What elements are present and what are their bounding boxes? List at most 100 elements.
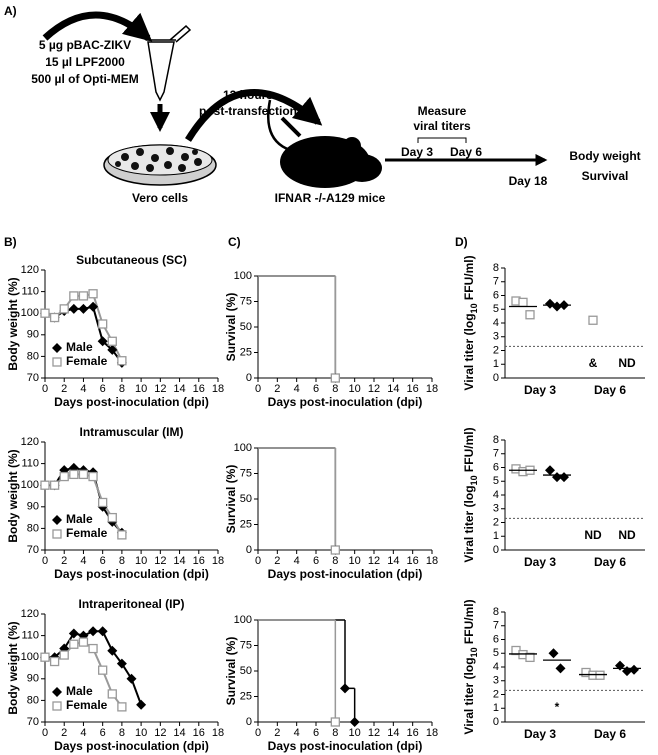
point	[117, 356, 127, 366]
x-tick-label: 12	[154, 555, 166, 567]
legend-label: Female	[66, 698, 108, 712]
y-tick-label: 4	[493, 317, 499, 329]
x-tick-label: 6	[313, 555, 319, 567]
x-axis-label: Days post-inoculation (dpi)	[54, 395, 209, 409]
point	[117, 702, 127, 712]
x-tick-label: 2	[61, 727, 67, 739]
x-tick-label: 14	[387, 555, 399, 567]
point	[78, 469, 89, 480]
x-tick-label: 0	[42, 555, 48, 567]
x-tick-label: 0	[255, 555, 261, 567]
x-tick-label: 2	[61, 555, 67, 567]
point	[107, 336, 117, 346]
point	[330, 717, 340, 727]
x-tick-label: 8	[119, 383, 125, 395]
y-tick-label: 100	[234, 442, 252, 454]
tube	[147, 41, 175, 102]
panel-label: C)	[228, 235, 241, 249]
y-tick-label: 5	[493, 475, 499, 487]
y-tick-label: 70	[27, 716, 39, 728]
y-tick-label: 5	[493, 647, 499, 659]
legend-label: Male	[66, 684, 93, 698]
y-tick-label: 110	[21, 630, 39, 642]
point	[49, 480, 60, 490]
y-tick-label: 80	[27, 522, 39, 534]
x-axis-label: Days post-inoculation (dpi)	[268, 739, 423, 753]
x-axis-label: Days post-inoculation (dpi)	[54, 567, 209, 581]
annotation: ND	[618, 528, 636, 542]
x-tick-label: 2	[274, 383, 280, 395]
x-tick-label: 10	[349, 727, 361, 739]
x-tick-label: 16	[193, 727, 205, 739]
x-tick-label: 2	[61, 383, 67, 395]
chart-title: Subcutaneous (SC)	[76, 253, 187, 267]
y-tick-label: 90	[27, 329, 39, 341]
point	[107, 512, 117, 523]
annotation: ND	[618, 356, 636, 370]
y-tick-label: 2	[493, 344, 499, 356]
y-axis-label: Viral titer (log10 FFU/ml)	[462, 427, 479, 562]
x-tick-label: 12	[368, 383, 380, 395]
measure: Measure	[418, 104, 467, 118]
x-tick-label: 6	[100, 727, 106, 739]
y-tick-label: 8	[493, 606, 499, 618]
x-tick-label: 12	[154, 727, 166, 739]
x-tick-label: 12	[154, 383, 166, 395]
legend-marker	[52, 529, 62, 539]
point	[49, 312, 60, 323]
x-tick-label: 6	[100, 555, 106, 567]
y-tick-label: 4	[493, 489, 499, 501]
point	[107, 689, 117, 699]
y-tick-label: 25	[240, 346, 252, 358]
y-tick-label: 1	[493, 530, 499, 542]
x-tick-label: 10	[135, 383, 147, 395]
reagent: 500 µl of Opti-MEM	[31, 72, 139, 86]
y-axis-label: Viral titer (log10 FFU/ml)	[462, 599, 479, 734]
y-axis-label-part: FFU/ml)	[462, 255, 476, 303]
x-tick-label: 18	[212, 727, 224, 739]
cells-label: Vero cells	[132, 191, 188, 205]
point	[555, 663, 566, 674]
y-tick-label: 80	[27, 350, 39, 362]
point	[69, 469, 79, 480]
y-tick-label: 50	[240, 493, 252, 505]
point	[545, 465, 555, 476]
point	[548, 648, 559, 659]
y-tick-label: 0	[493, 716, 499, 728]
x-tick-label: 18	[426, 727, 438, 739]
y-tick-label: 3	[493, 503, 499, 515]
legend-marker	[52, 701, 62, 711]
x-tick-label: 10	[135, 555, 147, 567]
point	[49, 656, 60, 667]
y-tick-label: 100	[234, 614, 252, 626]
x-tick-label: 16	[407, 727, 419, 739]
y-tick-label: 7	[493, 448, 499, 460]
point	[78, 303, 89, 314]
day: Day 6	[450, 145, 482, 159]
y-tick-label: 100	[234, 270, 252, 282]
y-tick-label: 75	[240, 639, 252, 651]
point	[69, 291, 79, 301]
x-tick-label: 18	[212, 555, 224, 567]
y-tick-label: 8	[493, 434, 499, 446]
annotation: &	[589, 356, 598, 370]
point	[126, 673, 137, 684]
y-axis-label-part: 10	[469, 475, 479, 485]
point	[68, 303, 79, 314]
y-tick-label: 25	[240, 690, 252, 702]
point	[629, 664, 639, 675]
day: Day 18	[509, 174, 548, 188]
chart-title: Intramuscular (IM)	[79, 425, 183, 439]
point	[615, 660, 625, 671]
category-label: Day 6	[594, 555, 626, 569]
reagent: 15 µl LPF2000	[45, 55, 125, 69]
point	[88, 301, 99, 312]
y-tick-label: 6	[493, 633, 499, 645]
category-label: Day 3	[524, 555, 556, 569]
y-tick-label: 8	[493, 262, 499, 274]
x-tick-label: 8	[119, 555, 125, 567]
x-tick-label: 2	[274, 727, 280, 739]
x-tick-label: 4	[294, 727, 300, 739]
y-tick-label: 6	[493, 289, 499, 301]
mouse-tail	[266, 99, 291, 152]
